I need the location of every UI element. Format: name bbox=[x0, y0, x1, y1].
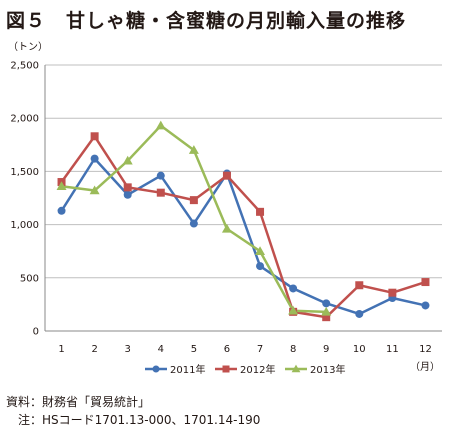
data-point bbox=[255, 246, 266, 255]
data-point bbox=[56, 181, 67, 191]
series-line-1 bbox=[60, 157, 426, 316]
legend-label: 2013年 bbox=[310, 363, 345, 376]
data-point bbox=[221, 223, 232, 233]
data-point bbox=[355, 309, 364, 318]
data-point bbox=[355, 281, 364, 290]
x-tick-label: 5 bbox=[191, 344, 197, 355]
data-point bbox=[189, 219, 198, 228]
x-tick-label: 2 bbox=[91, 344, 97, 355]
data-point bbox=[321, 306, 332, 316]
data-point bbox=[288, 305, 299, 315]
data-point bbox=[291, 364, 301, 373]
legend-label: 2011年 bbox=[170, 363, 205, 376]
x-axis-unit: （月） bbox=[410, 361, 440, 373]
hs-code-note: 注：HSコード1701.13-000、1701.14-190 bbox=[6, 413, 261, 427]
chart-title: 図５ 甘しゃ糖・含蜜糖の月別輸入量の推移 bbox=[6, 10, 407, 32]
legend-label: 2012年 bbox=[240, 363, 275, 376]
data-point bbox=[322, 299, 331, 308]
data-point bbox=[322, 313, 331, 322]
source-note: 資料：財務省「貿易統計」 bbox=[6, 395, 151, 409]
series-line-2 bbox=[60, 135, 426, 319]
data-point bbox=[152, 365, 160, 373]
data-point bbox=[156, 188, 165, 197]
data-point bbox=[89, 185, 100, 195]
data-point bbox=[156, 171, 165, 180]
data-point bbox=[123, 190, 132, 199]
data-point bbox=[188, 145, 199, 154]
y-tick-label: 2,000 bbox=[10, 114, 39, 125]
y-tick-label: 500 bbox=[20, 273, 39, 284]
x-tick-label: 7 bbox=[257, 344, 263, 355]
data-point bbox=[256, 207, 265, 216]
data-point bbox=[122, 155, 133, 165]
x-tick-label: 6 bbox=[224, 344, 230, 355]
data-point bbox=[155, 120, 166, 130]
data-point bbox=[222, 365, 230, 373]
data-point bbox=[289, 284, 298, 293]
x-tick-label: 4 bbox=[158, 344, 164, 355]
data-point bbox=[256, 262, 265, 271]
data-point bbox=[90, 154, 99, 163]
x-tick-label: 11 bbox=[386, 344, 399, 355]
x-tick-label: 3 bbox=[125, 344, 131, 355]
x-tick-label: 12 bbox=[419, 344, 432, 355]
data-point bbox=[90, 132, 99, 141]
data-point bbox=[57, 206, 66, 215]
y-tick-label: 1,500 bbox=[10, 167, 39, 178]
x-tick-label: 8 bbox=[290, 344, 296, 355]
y-tick-label: 2,500 bbox=[10, 61, 39, 72]
data-point bbox=[123, 183, 132, 192]
x-tick-label: 9 bbox=[323, 344, 329, 355]
y-axis-unit: （トン） bbox=[8, 41, 48, 53]
y-tick-label: 0 bbox=[33, 327, 39, 338]
data-point bbox=[421, 301, 430, 310]
data-point bbox=[222, 171, 231, 180]
y-tick-label: 1,000 bbox=[10, 220, 39, 231]
x-tick-label: 10 bbox=[353, 344, 366, 355]
x-tick-label: 1 bbox=[58, 344, 64, 355]
data-point bbox=[189, 196, 198, 205]
data-point bbox=[388, 288, 397, 297]
data-point bbox=[421, 278, 430, 287]
